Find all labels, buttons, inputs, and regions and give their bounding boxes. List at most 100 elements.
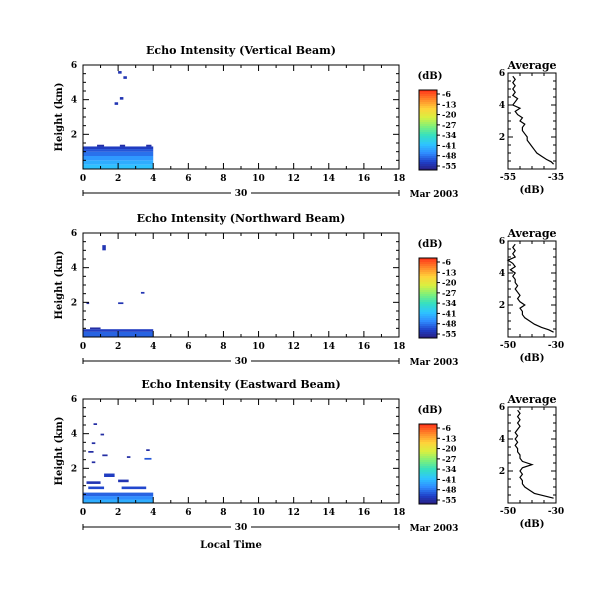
echo-cell [104,473,115,477]
colorbar-band [419,454,437,457]
average-x-tick-label: -55 [500,173,516,183]
colorbar-band [419,444,437,447]
colorbar-band [419,158,437,161]
echo-cell [86,302,90,305]
x-tick-label: 16 [358,508,371,518]
date-month-year-label: Mar 2003 [410,190,459,200]
colorbar-band [419,428,437,431]
echo-cell [83,149,154,152]
colorbar-band [419,298,437,301]
colorbar-band [419,272,437,275]
colorbar-band [419,336,437,339]
colorbar-band [419,102,437,105]
echo-cell [102,245,106,251]
x-tick-label: 12 [287,508,300,518]
average-profile-line [514,409,554,499]
colorbar-band [419,164,437,167]
x-tick-label: 2 [115,342,121,352]
colorbar-band [419,156,437,159]
x-tick-label: 14 [323,174,336,184]
average-frame [507,406,557,504]
panel-title: Echo Intensity (Eastward Beam) [141,378,340,391]
colorbar-band [419,120,437,123]
x-tick-label: 8 [220,508,226,518]
colorbar-band [419,440,437,443]
colorbar-label: (dB) [418,405,443,416]
colorbar-band [419,100,437,103]
colorbar-band [419,430,437,433]
colorbar-band [419,474,437,477]
colorbar-band [419,478,437,481]
colorbar-tick-label: -41 [442,140,456,150]
colorbar-band [419,288,437,291]
colorbar-band [419,118,437,121]
colorbar-tick-label: -34 [442,464,457,474]
echo-cell [83,156,154,161]
colorbar-band [419,90,437,93]
echo-cell [83,146,154,150]
x-tick-label: 4 [150,342,156,352]
colorbar-tick-label: -55 [442,161,456,171]
colorbar-band [419,334,437,337]
colorbar-frame [418,89,438,171]
colorbar-band [419,110,437,113]
colorbar-band [419,482,437,485]
average-x-axis-label: (dB) [520,519,545,530]
y-tick-label: 2 [71,298,77,308]
colorbar-band [419,108,437,111]
average-title: Average [506,393,556,406]
colorbar-band [419,468,437,471]
average-x-axis-label: (dB) [520,185,545,196]
colorbar-band [419,476,437,479]
x-tick-label: 2 [115,174,121,184]
colorbar-band [419,322,437,325]
colorbar-tick-label: -27 [442,288,456,298]
y-tick-label: 4 [71,96,77,106]
date-month-year-label: Mar 2003 [410,524,459,534]
colorbar-band [419,496,437,499]
colorbar-band [419,128,437,131]
colorbar-tick-label: -20 [442,278,457,288]
colorbar-band [419,300,437,303]
colorbar-band [419,146,437,149]
colorbar-tick-label: -6 [442,257,451,267]
echo-cell [83,151,154,156]
colorbar-tick-label: -55 [442,495,456,505]
colorbar-tick-label: -6 [442,423,451,433]
colorbar-band [419,436,437,439]
colorbar-band [419,500,437,503]
colorbar-band [419,270,437,273]
y-tick-label: 6 [71,229,77,239]
echo-cell [119,97,124,100]
colorbar-band [419,308,437,311]
colorbar-band [419,304,437,307]
y-tick-label: 2 [71,130,77,140]
colorbar-band [419,316,437,319]
colorbar-band [419,168,437,171]
date-day-bg [231,522,251,532]
colorbar-band [419,134,437,137]
echo-cell [146,449,150,451]
y-axis-label: Height (km) [54,417,65,486]
x-tick-label: 18 [393,342,406,352]
panel-2: Echo Intensity (Northward Beam) 0 2 4 6 8 10 12… [54,212,564,368]
colorbar-band [419,292,437,295]
echo-cell [90,327,101,330]
colorbar-band [419,142,437,145]
colorbar-band [419,330,437,333]
colorbar-tick-label: -41 [442,474,456,484]
echo-cell [118,71,122,74]
colorbar-band [419,438,437,441]
colorbar-band [419,470,437,473]
colorbar-band [419,320,437,323]
colorbar-band [419,434,437,437]
colorbar-band [419,94,437,97]
x-tick-label: 16 [358,174,371,184]
x-tick-label: 10 [252,174,265,184]
echo-cell [123,76,127,79]
colorbar-band [419,448,437,451]
x-tick-label: 18 [393,174,406,184]
colorbar-band [419,442,437,445]
colorbar-band [419,276,437,279]
colorbar-band [419,136,437,139]
